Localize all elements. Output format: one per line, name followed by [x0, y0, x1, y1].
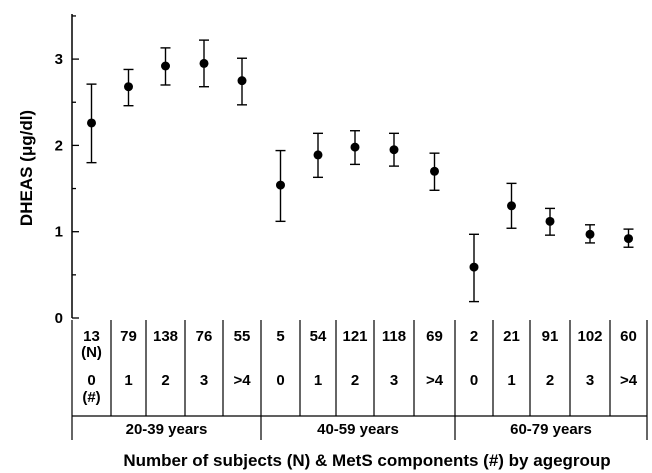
data-point	[430, 166, 439, 176]
mets-components: 3	[390, 372, 398, 389]
x-axis-title: Number of subjects (N) & MetS components…	[123, 451, 610, 470]
mets-components: >4	[620, 372, 638, 389]
y-tick-label: 3	[55, 51, 63, 68]
mets-components: 2	[161, 372, 169, 389]
mets-components: 2	[351, 372, 359, 389]
mets-components: 2	[546, 372, 554, 389]
subject-count: 13	[83, 328, 100, 345]
c-unit-label: (#)	[82, 389, 100, 406]
mets-components: >4	[426, 372, 444, 389]
subject-count: 118	[382, 328, 406, 345]
subject-count: 21	[503, 328, 520, 345]
subject-count: 60	[620, 328, 637, 345]
data-point	[276, 180, 285, 190]
data-points	[87, 58, 633, 272]
subject-count: 55	[234, 328, 251, 345]
mets-components: 0	[87, 372, 95, 389]
data-point	[237, 76, 247, 86]
error-bars	[86, 39, 634, 303]
subject-count: 121	[342, 328, 367, 345]
data-point	[389, 145, 399, 155]
mets-components: 3	[586, 372, 594, 389]
data-point	[199, 58, 209, 68]
age-group-label: 40-59 years	[317, 421, 399, 438]
data-point	[161, 61, 170, 71]
subject-count: 54	[310, 328, 327, 345]
data-point	[124, 82, 133, 92]
data-point	[313, 150, 323, 160]
mets-components: 3	[200, 372, 208, 389]
x-category-table: 13(N)0(#)791138276355>4505411212118369>4…	[71, 320, 648, 440]
y-axis-title: DHEAS (μg/dl)	[17, 110, 36, 226]
data-point	[350, 142, 360, 152]
mets-components: 1	[507, 372, 515, 389]
subject-count: 5	[276, 328, 284, 345]
mets-components: 0	[470, 372, 478, 389]
age-group-label: 60-79 years	[510, 421, 592, 438]
data-point	[87, 118, 96, 128]
y-tick-label: 0	[55, 310, 63, 327]
subject-count: 138	[153, 328, 178, 345]
axes	[71, 14, 79, 319]
mets-components: 1	[124, 372, 132, 389]
mets-components: 0	[276, 372, 284, 389]
mets-components: >4	[233, 372, 251, 389]
data-point	[469, 262, 479, 272]
subject-count: 76	[196, 328, 213, 345]
subject-count: 2	[470, 328, 478, 345]
data-point	[624, 234, 633, 244]
subject-count: 102	[577, 328, 602, 345]
age-group-label: 20-39 years	[126, 421, 208, 438]
subject-count: 91	[542, 328, 559, 345]
subject-count: 79	[120, 328, 137, 345]
mets-components: 1	[314, 372, 322, 389]
y-tick-label: 2	[55, 137, 63, 154]
data-point	[585, 229, 595, 239]
y-tick-label: 1	[55, 224, 63, 241]
subject-count: 69	[426, 328, 443, 345]
age-group-labels: 20-39 years 40-59 years 60-79 years	[126, 421, 592, 438]
data-point	[545, 216, 555, 226]
data-point	[507, 201, 516, 211]
y-ticks: 0 1 2 3	[55, 51, 63, 327]
n-unit-label: (N)	[81, 344, 102, 361]
